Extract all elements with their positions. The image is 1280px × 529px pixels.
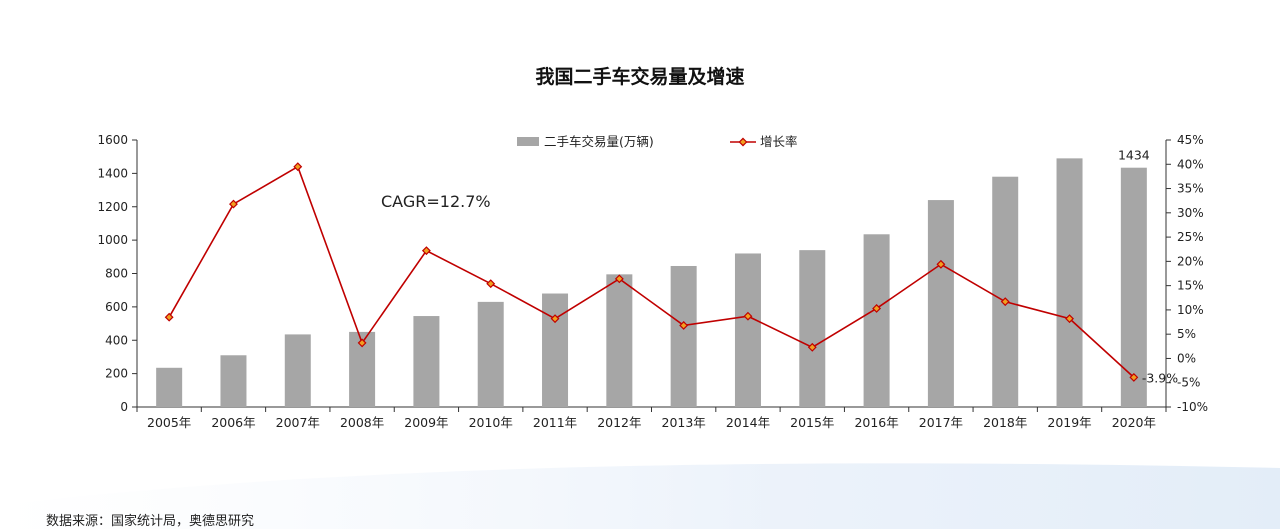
bar (477, 301, 504, 407)
bar (284, 334, 311, 407)
bar (992, 176, 1019, 407)
right-tick-label: 5% (1177, 327, 1196, 341)
right-tick-label: 25% (1177, 230, 1204, 244)
right-tick-label: 35% (1177, 182, 1204, 196)
axes: 0 200 400 600 800 1000 1200 1400 1600 -10% -5% 0% 5%… (97, 133, 1208, 430)
left-tick-label: 400 (105, 333, 128, 347)
x-tick-label: 2010年 (469, 415, 513, 430)
right-tick-label: 10% (1177, 303, 1204, 317)
right-tick-label: 15% (1177, 279, 1204, 293)
x-tick-label: 2009年 (404, 415, 448, 430)
x-tick-label: 2008年 (340, 415, 384, 430)
bar (220, 355, 247, 407)
left-tick-label: 1000 (97, 233, 128, 247)
x-tick-label: 2016年 (854, 415, 898, 430)
x-tick-label: 2007年 (276, 415, 320, 430)
x-tick-label: 2020年 (1112, 415, 1156, 430)
bar (927, 200, 954, 407)
cagr-annotation: CAGR=12.7% (381, 192, 491, 211)
x-tick-label: 2014年 (726, 415, 770, 430)
growth-point (807, 342, 817, 352)
data-labels: 1434 -3.9% (1118, 148, 1178, 386)
x-tick-label: 2011年 (533, 415, 577, 430)
bar (1056, 158, 1083, 407)
growth-point (1065, 314, 1074, 324)
bar (156, 367, 183, 407)
growth-point (1000, 297, 1010, 307)
growth-point (293, 162, 303, 172)
bar-series (156, 158, 1147, 407)
data-label: 1434 (1118, 148, 1150, 163)
left-tick-label: 1600 (97, 133, 128, 147)
right-tick-label: 0% (1177, 351, 1196, 365)
legend-bar-swatch (517, 137, 539, 146)
bar (863, 234, 890, 407)
x-tick-label: 2017年 (919, 415, 963, 430)
data-source: 数据来源：国家统计局，奥德思研究 (46, 514, 255, 529)
x-tick-label: 2012年 (597, 415, 641, 430)
left-tick-label: 0 (120, 400, 128, 414)
legend-line-marker (738, 137, 748, 147)
chart-title: 我国二手车交易量及增速 (535, 66, 745, 88)
bar (799, 250, 826, 407)
growth-point (872, 304, 882, 313)
bar (670, 265, 697, 407)
right-tick-label: 45% (1177, 133, 1204, 147)
left-tick-label: 1200 (97, 200, 128, 214)
growth-line (168, 165, 1135, 378)
bar (1120, 167, 1147, 407)
legend-bar-label: 二手车交易量(万辆) (544, 134, 654, 149)
right-tick-label: -10% (1177, 400, 1208, 414)
x-tick-label: 2005年 (147, 415, 191, 430)
growth-point (421, 246, 431, 256)
legend: 二手车交易量(万辆) 增长率 (517, 134, 798, 149)
x-tick-label: 2015年 (790, 415, 834, 430)
right-tick-label: 40% (1177, 157, 1204, 171)
right-tick-label: 20% (1177, 254, 1204, 268)
bar (542, 293, 569, 407)
bar (606, 274, 633, 407)
x-tick-label: 2006年 (211, 415, 255, 430)
left-tick-label: 800 (105, 267, 128, 281)
legend-line-label: 增长率 (760, 134, 798, 149)
left-tick-label: 1400 (97, 166, 128, 180)
growth-point (550, 314, 560, 324)
growth-point (229, 199, 238, 209)
bar (413, 316, 440, 407)
bar (734, 253, 761, 407)
left-tick-label: 600 (105, 300, 128, 314)
right-tick-label: -5% (1177, 376, 1200, 390)
left-tick-label: 200 (105, 367, 128, 381)
right-tick-label: 30% (1177, 206, 1204, 220)
growth-point (679, 320, 689, 330)
data-label: -3.9% (1142, 370, 1178, 385)
growth-point (743, 311, 753, 321)
growth-point (486, 279, 496, 289)
growth-point (614, 274, 624, 284)
x-tick-label: 2018年 (983, 415, 1027, 430)
x-tick-label: 2019年 (1047, 415, 1091, 430)
growth-point (936, 259, 946, 269)
x-tick-label: 2013年 (662, 415, 706, 430)
growth-point (357, 338, 367, 348)
growth-point (1129, 372, 1139, 382)
line-series (164, 162, 1139, 382)
growth-point (164, 312, 174, 322)
